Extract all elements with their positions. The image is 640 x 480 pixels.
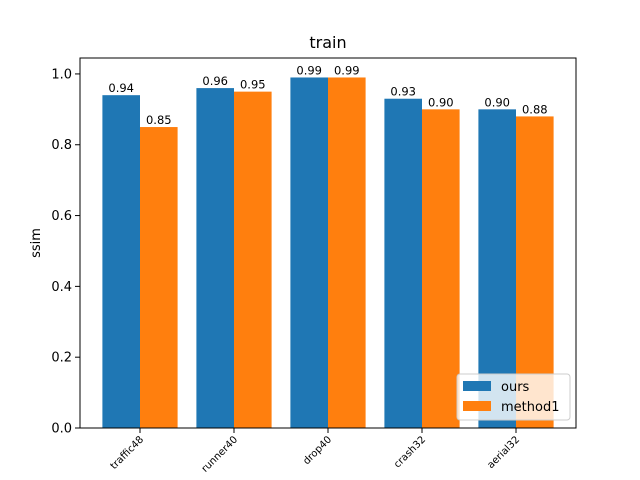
x-tick-label: drop40 xyxy=(301,434,334,467)
bar-value-label: 0.93 xyxy=(390,85,416,99)
bar-ours-crash32 xyxy=(384,98,422,428)
x-tick-label: traffic48 xyxy=(109,434,147,472)
legend-swatch-ours xyxy=(463,381,491,391)
bar-value-label: 0.99 xyxy=(296,63,322,77)
bar-ours-traffic48 xyxy=(102,95,140,428)
axes-frame xyxy=(79,57,577,429)
bar-ours-drop40 xyxy=(290,77,328,428)
legend: ours method1 xyxy=(456,373,571,421)
legend-label: ours xyxy=(501,380,530,395)
bar-value-label: 0.96 xyxy=(202,74,228,88)
bar-method1-crash32 xyxy=(422,109,460,428)
bar-value-label: 0.99 xyxy=(334,63,360,77)
bar-method1-traffic48 xyxy=(140,127,178,428)
chart-title: train xyxy=(309,33,346,52)
y-axis-label: ssim xyxy=(29,228,44,258)
x-tick-label: crash32 xyxy=(392,434,428,470)
bar-value-label: 0.90 xyxy=(428,95,454,109)
bar-value-label: 0.85 xyxy=(146,113,172,127)
y-tick-label: 0.8 xyxy=(51,138,72,153)
legend-swatch-method1 xyxy=(463,401,491,411)
x-tick-label: aerial32 xyxy=(485,434,522,471)
bar-ours-runner40 xyxy=(196,88,234,428)
y-tick-label: 0.0 xyxy=(51,422,72,437)
bar-method1-drop40 xyxy=(328,77,366,428)
bar-value-label: 0.94 xyxy=(108,81,134,95)
bar-value-label: 0.95 xyxy=(240,78,266,92)
legend-label: method1 xyxy=(501,400,559,415)
y-tick-label: 1.0 xyxy=(51,67,72,82)
bar-value-label: 0.88 xyxy=(522,102,548,116)
x-tick-label: runner40 xyxy=(200,434,240,474)
y-tick-label: 0.2 xyxy=(51,351,72,366)
bar-method1-runner40 xyxy=(234,91,272,429)
y-tick-label: 0.6 xyxy=(51,209,72,224)
bar-value-label: 0.90 xyxy=(484,95,510,109)
y-tick-label: 0.4 xyxy=(51,280,72,295)
